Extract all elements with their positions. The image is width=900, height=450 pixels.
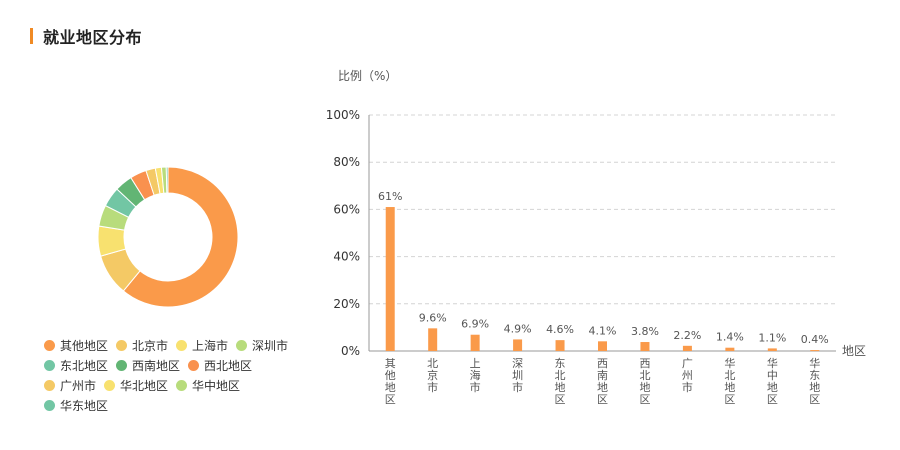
legend-label: 华北地区 xyxy=(120,378,169,393)
x-tick-label: 西南地区 xyxy=(597,357,608,406)
legend-label: 上海市 xyxy=(192,338,229,353)
legend-item[interactable]: 广州市 xyxy=(44,377,96,394)
legend-swatch xyxy=(188,359,200,371)
bar-value-label: 61% xyxy=(378,190,402,203)
legend-label: 西南地区 xyxy=(132,358,181,373)
bar[interactable] xyxy=(598,341,607,351)
y-tick-label: 20% xyxy=(333,297,360,311)
y-tick-label: 0% xyxy=(341,344,360,358)
y-tick-label: 40% xyxy=(333,250,360,264)
x-axis-label: 地区 xyxy=(842,344,866,358)
legend-item[interactable]: 深圳市 xyxy=(236,337,288,354)
legend-row: 华东地区 xyxy=(44,395,314,415)
x-tick-label: 其他地区 xyxy=(385,357,396,406)
x-tick-label: 东北地区 xyxy=(555,357,566,406)
legend-swatch xyxy=(236,339,248,351)
legend-label: 西北地区 xyxy=(204,358,253,373)
legend-label: 其他地区 xyxy=(60,338,109,353)
legend-item[interactable]: 北京市 xyxy=(116,337,168,354)
bar[interactable] xyxy=(428,328,438,351)
bar[interactable] xyxy=(682,345,692,351)
title-accent-bar xyxy=(30,28,33,44)
bar[interactable] xyxy=(385,207,395,351)
bar-value-label: 3.8% xyxy=(631,325,659,338)
bar-value-label: 0.4% xyxy=(801,333,829,346)
bar-chart-svg: 比例（%） 0% 20% 40% 60% 80% 100% 地区 61% 其他地区 9.6% 北京市 6… xyxy=(326,69,866,406)
bar-value-label: 4.1% xyxy=(589,324,617,337)
legend-item[interactable]: 华北地区 xyxy=(104,377,168,394)
legend-swatch xyxy=(44,359,55,371)
legend-item[interactable]: 华东地区 xyxy=(44,397,108,414)
x-tick-label: 北京市 xyxy=(427,357,438,394)
legend-label: 东北地区 xyxy=(60,358,109,373)
bar-value-label: 1.1% xyxy=(758,331,786,344)
legend-label: 华东地区 xyxy=(60,398,109,413)
bar[interactable] xyxy=(640,342,650,351)
bar[interactable] xyxy=(725,347,735,351)
bar-value-label: 2.2% xyxy=(673,329,701,342)
x-tick-label: 深圳市 xyxy=(512,357,523,394)
legend-label: 北京市 xyxy=(132,338,169,353)
bar-chart: 比例（%） 0% 20% 40% 60% 80% 100% 地区 61% 其他地区 9.6% 北京市 6… xyxy=(320,60,880,446)
y-tick-label: 80% xyxy=(333,155,360,169)
bar[interactable] xyxy=(470,334,480,351)
x-tick-label: 华东地区 xyxy=(809,356,820,406)
legend-row: 东北地区 西南地区 西北地区 xyxy=(44,355,314,375)
legend-swatch xyxy=(176,339,188,351)
legend-label: 广州市 xyxy=(60,378,97,393)
bar-value-label: 9.6% xyxy=(419,311,447,324)
section-title: 就业地区分布 xyxy=(43,28,143,47)
legend-item[interactable]: 其他地区 xyxy=(44,337,108,354)
bar-value-label: 4.9% xyxy=(504,322,532,335)
donut-slice[interactable] xyxy=(122,166,239,308)
bar[interactable] xyxy=(810,350,820,352)
legend-item[interactable]: 东北地区 xyxy=(44,357,108,374)
legend-swatch xyxy=(116,359,128,371)
legend-label: 华中地区 xyxy=(192,378,241,393)
legend-label: 深圳市 xyxy=(252,338,289,353)
legend-item[interactable]: 上海市 xyxy=(176,337,228,354)
bar[interactable] xyxy=(767,348,777,351)
bar[interactable] xyxy=(555,340,565,351)
y-tick-label: 60% xyxy=(333,202,360,216)
donut-chart xyxy=(95,164,241,310)
legend-swatch xyxy=(44,339,55,351)
x-tick-label: 华北地区 xyxy=(724,356,735,406)
y-tick-label: 100% xyxy=(326,108,360,122)
section-header: 就业地区分布 xyxy=(30,26,143,47)
legend-item[interactable]: 西南地区 xyxy=(116,357,180,374)
x-tick-label: 西北地区 xyxy=(639,357,650,406)
legend-row: 其他地区 北京市 上海市 深圳市 xyxy=(44,335,314,355)
donut-slice[interactable] xyxy=(165,166,169,194)
x-tick-label: 上海市 xyxy=(470,357,481,394)
legend-swatch xyxy=(116,339,128,351)
legend-item[interactable]: 华中地区 xyxy=(176,377,240,394)
x-tick-label: 华中地区 xyxy=(767,356,778,406)
legend-swatch xyxy=(176,379,188,391)
bar-value-label: 4.6% xyxy=(546,323,574,336)
donut-svg xyxy=(97,166,239,308)
donut-legend: 其他地区 北京市 上海市 深圳市东北地区 西南地区 西北地区广州市 华北地区 华中地区华东地区 xyxy=(44,335,314,415)
bar[interactable] xyxy=(513,339,523,351)
legend-swatch xyxy=(44,399,55,411)
bar-value-label: 6.9% xyxy=(461,318,489,331)
legend-swatch xyxy=(104,379,116,391)
x-tick-label: 广州市 xyxy=(682,357,693,394)
y-axis-label: 比例（%） xyxy=(338,69,397,83)
legend-swatch xyxy=(44,379,55,391)
legend-row: 广州市 华北地区 华中地区 xyxy=(44,375,314,395)
bar-value-label: 1.4% xyxy=(716,331,744,344)
legend-item[interactable]: 西北地区 xyxy=(188,357,252,374)
